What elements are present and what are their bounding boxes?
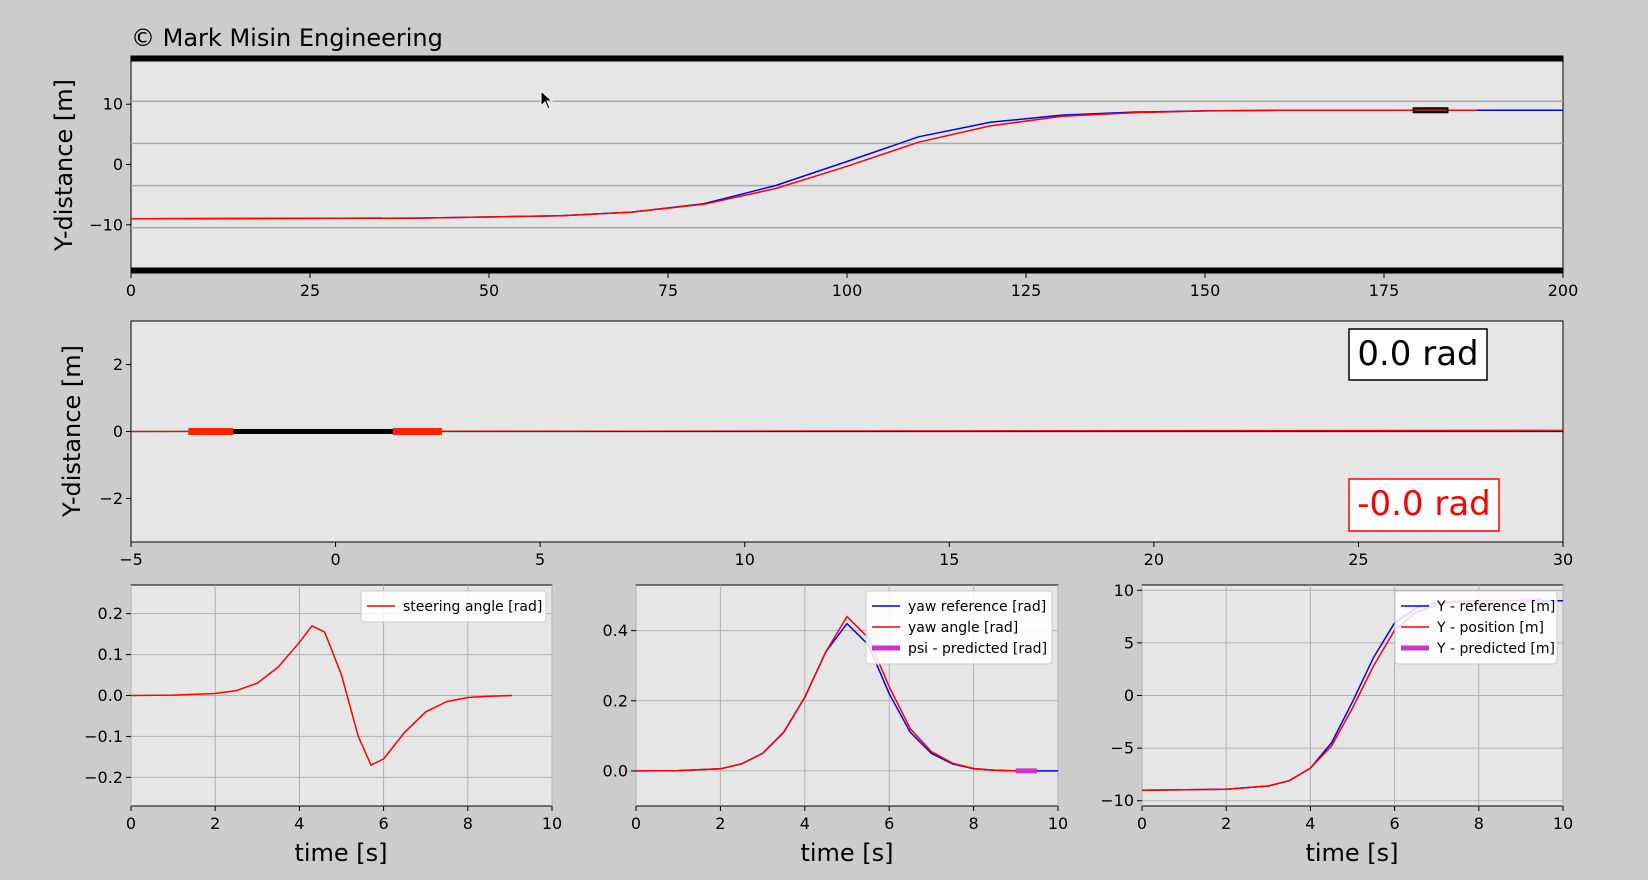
- steering-ytick-label: 0.2: [98, 604, 123, 623]
- yaw-legend-label: psi - predicted [rad]: [908, 641, 1047, 657]
- y-position-legend-box: [1394, 590, 1558, 665]
- vehicle-zoom-lines: [130, 428, 1564, 435]
- steering-xtick-label: 8: [463, 814, 473, 833]
- steering-xtick-label: 0: [126, 814, 136, 833]
- yaw-xtick-label: 10: [1048, 814, 1068, 833]
- road-xtick-label: 200: [1548, 281, 1579, 300]
- steering-legend: steering angle [rad]: [360, 590, 547, 623]
- road-xtick-label: 100: [832, 281, 863, 300]
- steering-lines: [130, 624, 513, 767]
- road-plot-area: [130, 55, 1564, 274]
- steering-xtick-label: 10: [542, 814, 562, 833]
- vehicle-zoom-ylabel: Y-distance [m]: [58, 345, 86, 518]
- yaw-lines: [635, 615, 1058, 774]
- copyright-text: © Mark Misin Engineering: [131, 24, 443, 52]
- actual-angle-box: -0.0 rad: [1348, 478, 1500, 532]
- mouse-cursor-icon: [540, 89, 554, 110]
- y-position-ytick-label: 10: [1114, 581, 1134, 600]
- vehicle-zoom-xtick-label: 5: [535, 550, 545, 569]
- steering-xtick-label: 6: [379, 814, 389, 833]
- yaw-xlabel: time [s]: [800, 839, 893, 867]
- steering-legend-label: steering angle [rad]: [403, 599, 542, 615]
- steering-ytick-label: 0.1: [98, 645, 123, 664]
- yaw-ytick-label: 0.2: [603, 691, 628, 710]
- vehicle-zoom-ytick-label: 0: [113, 422, 123, 441]
- road-xtick-label: 175: [1369, 281, 1400, 300]
- vehicle-zoom-ytick-label: 2: [113, 355, 123, 374]
- y-position-legend: Y - reference [m] Y - position [m] Y - pre…: [1394, 590, 1558, 665]
- vehicle-zoom-ytick-label: −2: [99, 489, 123, 508]
- road-ticks: 0 25 50 75 100 125 150 175 200 −10 0 10: [89, 95, 1578, 300]
- road-xtick-label: 75: [658, 281, 678, 300]
- y-position-legend-label: Y - position [m]: [1436, 620, 1544, 636]
- road-series-line-1: [130, 109, 1478, 220]
- yaw-xtick-label: 8: [969, 814, 979, 833]
- road-ytick-label: 10: [103, 95, 123, 114]
- road-xtick-label: 0: [126, 281, 136, 300]
- yaw-ytick-label: 0.4: [603, 621, 628, 640]
- y-position-xlabel: time [s]: [1305, 839, 1398, 867]
- y-position-xtick-label: 2: [1221, 814, 1231, 833]
- yaw-ytick-label: 0.0: [603, 761, 628, 780]
- vehicle-zoom-xtick-label: 10: [735, 550, 755, 569]
- road-xtick-label: 150: [1190, 281, 1221, 300]
- steering-ytick-label: −0.1: [84, 727, 123, 746]
- y-position-ytick-label: 0: [1124, 686, 1134, 705]
- y-position-xtick-label: 10: [1553, 814, 1573, 833]
- y-position-legend-label: Y - predicted [m]: [1436, 641, 1555, 657]
- yaw-xtick-label: 0: [631, 814, 641, 833]
- y-position-xtick-label: 4: [1305, 814, 1315, 833]
- vehicle-zoom-xtick-label: 0: [330, 550, 340, 569]
- vehicle-zoom-plot: −5 0 5 10 15 20 25 30 −2 0 2 Y-distance [m] 0.0 ra…: [58, 320, 1573, 569]
- steering-plot: 0 2 4 6 8 10 −0.2 −0.1 0.0 0.1 0.2 time [s] steeri…: [84, 584, 562, 867]
- steering-ticks: 0 2 4 6 8 10 −0.2 −0.1 0.0 0.1 0.2: [84, 604, 562, 833]
- steering-series-line-0: [130, 624, 513, 767]
- yaw-series-line-1: [635, 615, 1018, 772]
- steering-xlabel: time [s]: [294, 839, 387, 867]
- yaw-xtick-label: 4: [800, 814, 810, 833]
- y-position-ticks: 0 2 4 6 8 10 −10 −5 0 5 10: [1100, 581, 1573, 833]
- y-position-ytick-label: −5: [1110, 739, 1134, 758]
- road-ytick-label: 0: [113, 155, 123, 174]
- yaw-legend-label: yaw angle [rad]: [908, 620, 1018, 636]
- steering-legend-box: [360, 590, 547, 623]
- vehicle-zoom-xtick-label: 30: [1553, 550, 1573, 569]
- actual-angle-text: -0.0 rad: [1357, 484, 1491, 524]
- reference-angle-text: 0.0 rad: [1357, 334, 1478, 374]
- y-position-plot: 0 2 4 6 8 10 −10 −5 0 5 10 time [s] Y - reference …: [1100, 581, 1573, 867]
- y-position-xtick-label: 8: [1474, 814, 1484, 833]
- road-xtick-label: 25: [300, 281, 320, 300]
- road-ytick-label: −10: [89, 215, 123, 234]
- road-ylabel: Y-distance [m]: [50, 79, 78, 252]
- road-plot: 0 25 50 75 100 125 150 175 200 −10 0 10 Y-distance …: [50, 55, 1578, 300]
- steering-xtick-label: 4: [294, 814, 304, 833]
- steering-ytick-label: −0.2: [84, 768, 123, 787]
- yaw-xtick-label: 2: [715, 814, 725, 833]
- road-xtick-label: 50: [479, 281, 499, 300]
- y-position-ytick-label: −10: [1100, 791, 1134, 810]
- road-lane-lines: [131, 56, 1563, 273]
- reference-angle-box: 0.0 rad: [1348, 328, 1488, 381]
- yaw-plot: 0 2 4 6 8 10 0.0 0.2 0.4 time [s] yaw reference …: [603, 584, 1069, 867]
- road-lines: [130, 107, 1563, 220]
- road-xtick-label: 125: [1011, 281, 1042, 300]
- vehicle-zoom-xtick-label: 20: [1144, 550, 1164, 569]
- yaw-legend-label: yaw reference [rad]: [908, 599, 1046, 615]
- y-position-ytick-label: 5: [1124, 633, 1134, 652]
- steering-xtick-label: 2: [210, 814, 220, 833]
- y-position-xtick-label: 0: [1137, 814, 1147, 833]
- yaw-legend-box: [865, 590, 1053, 665]
- yaw-ticks: 0 2 4 6 8 10 0.0 0.2 0.4: [603, 621, 1069, 833]
- vehicle-zoom-ticks: −5 0 5 10 15 20 25 30 −2 0 2: [99, 355, 1573, 569]
- y-position-legend-label: Y - reference [m]: [1436, 599, 1555, 615]
- steering-ytick-label: 0.0: [98, 686, 123, 705]
- yaw-xtick-label: 6: [884, 814, 894, 833]
- vehicle-zoom-xtick-label: 15: [939, 550, 959, 569]
- yaw-legend: yaw reference [rad] yaw angle [rad] psi - …: [865, 590, 1053, 665]
- vehicle-zoom-xtick-label: 25: [1348, 550, 1368, 569]
- vehicle-zoom-xtick-label: −5: [119, 550, 143, 569]
- y-position-xtick-label: 6: [1390, 814, 1400, 833]
